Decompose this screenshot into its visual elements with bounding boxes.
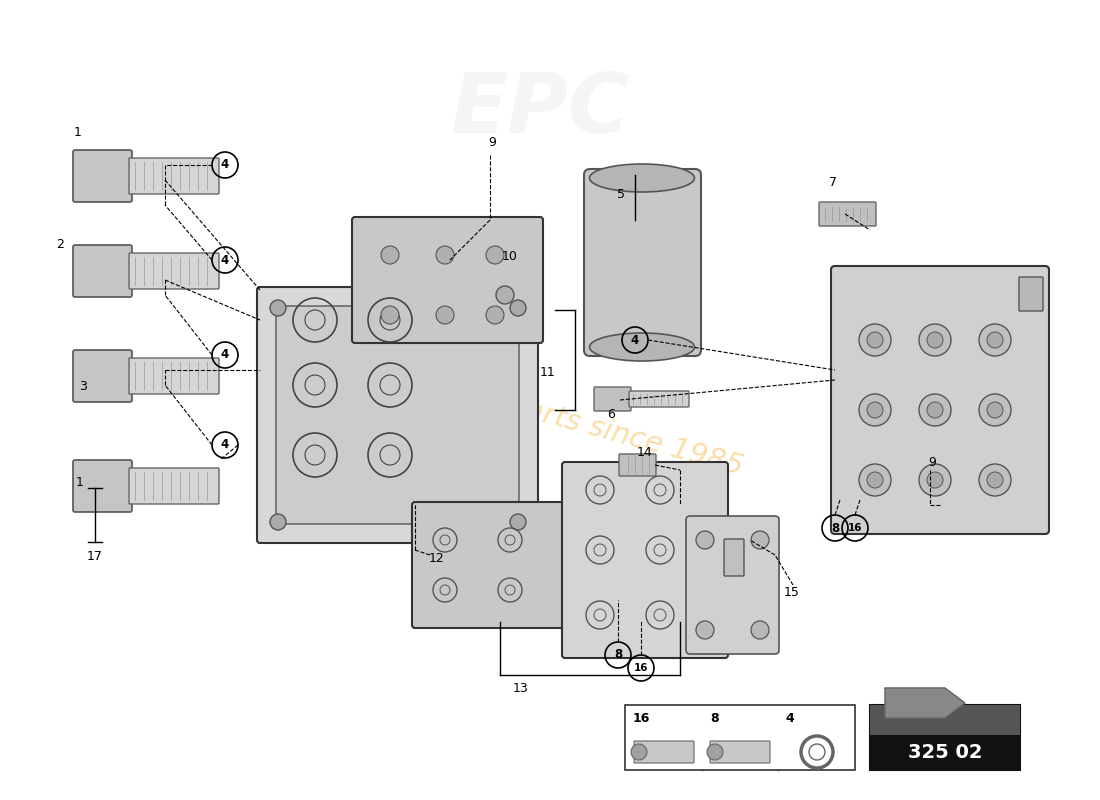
FancyBboxPatch shape — [73, 350, 132, 402]
Circle shape — [808, 744, 825, 760]
Text: 4: 4 — [785, 712, 794, 725]
Circle shape — [436, 246, 454, 264]
Polygon shape — [886, 688, 965, 718]
FancyBboxPatch shape — [129, 158, 219, 194]
Circle shape — [979, 394, 1011, 426]
Circle shape — [927, 472, 943, 488]
Circle shape — [696, 531, 714, 549]
Text: 8: 8 — [710, 712, 718, 725]
Bar — [870, 705, 1020, 735]
Text: 9: 9 — [928, 457, 936, 470]
FancyBboxPatch shape — [619, 454, 656, 476]
Text: 4: 4 — [631, 334, 639, 346]
Circle shape — [859, 394, 891, 426]
Circle shape — [867, 402, 883, 418]
FancyBboxPatch shape — [129, 253, 219, 289]
Bar — [870, 705, 1020, 770]
Bar — [625, 705, 855, 770]
Circle shape — [486, 306, 504, 324]
Circle shape — [979, 464, 1011, 496]
FancyBboxPatch shape — [129, 468, 219, 504]
Circle shape — [859, 464, 891, 496]
FancyBboxPatch shape — [73, 245, 132, 297]
Circle shape — [987, 332, 1003, 348]
Circle shape — [496, 286, 514, 304]
FancyBboxPatch shape — [594, 387, 631, 411]
Ellipse shape — [590, 333, 694, 361]
Text: 15: 15 — [784, 586, 800, 599]
Circle shape — [436, 306, 454, 324]
FancyBboxPatch shape — [73, 460, 132, 512]
Text: 4: 4 — [221, 438, 229, 451]
Text: 4: 4 — [221, 349, 229, 362]
Circle shape — [707, 744, 723, 760]
Text: 4: 4 — [221, 158, 229, 171]
Text: 3: 3 — [79, 381, 87, 394]
Text: 10: 10 — [502, 250, 518, 263]
FancyBboxPatch shape — [584, 169, 701, 356]
Text: 17: 17 — [87, 550, 103, 563]
Circle shape — [510, 514, 526, 530]
FancyBboxPatch shape — [830, 266, 1049, 534]
FancyBboxPatch shape — [629, 391, 689, 407]
Circle shape — [867, 472, 883, 488]
Text: 1: 1 — [76, 477, 84, 490]
Text: 13: 13 — [513, 682, 529, 694]
FancyBboxPatch shape — [412, 502, 573, 628]
Circle shape — [270, 514, 286, 530]
Circle shape — [486, 246, 504, 264]
Text: 14: 14 — [637, 446, 653, 458]
Text: a passion for parts since 1985: a passion for parts since 1985 — [314, 339, 746, 481]
Text: 16: 16 — [848, 523, 862, 533]
Text: 7: 7 — [829, 175, 837, 189]
FancyBboxPatch shape — [634, 741, 694, 763]
Circle shape — [381, 246, 399, 264]
Text: 1: 1 — [74, 126, 81, 138]
FancyBboxPatch shape — [352, 217, 543, 343]
Text: EPC: EPC — [450, 70, 629, 150]
FancyBboxPatch shape — [129, 358, 219, 394]
Circle shape — [859, 324, 891, 356]
Text: 2: 2 — [56, 238, 64, 251]
Circle shape — [987, 402, 1003, 418]
FancyBboxPatch shape — [1019, 277, 1043, 311]
FancyBboxPatch shape — [724, 539, 744, 576]
Circle shape — [918, 394, 952, 426]
Circle shape — [751, 531, 769, 549]
Text: 16: 16 — [634, 663, 648, 673]
Circle shape — [979, 324, 1011, 356]
FancyBboxPatch shape — [73, 150, 132, 202]
FancyBboxPatch shape — [276, 306, 519, 524]
Circle shape — [696, 621, 714, 639]
Circle shape — [987, 472, 1003, 488]
Circle shape — [918, 324, 952, 356]
Circle shape — [381, 306, 399, 324]
Circle shape — [927, 332, 943, 348]
Text: 9: 9 — [488, 135, 496, 149]
Circle shape — [867, 332, 883, 348]
Text: 11: 11 — [540, 366, 556, 378]
Text: 5: 5 — [617, 189, 625, 202]
Text: 16: 16 — [632, 712, 650, 725]
Text: 8: 8 — [830, 522, 839, 534]
Circle shape — [927, 402, 943, 418]
FancyBboxPatch shape — [562, 462, 728, 658]
Text: 4: 4 — [221, 254, 229, 266]
Text: 8: 8 — [614, 649, 623, 662]
FancyBboxPatch shape — [686, 516, 779, 654]
Circle shape — [918, 464, 952, 496]
Circle shape — [510, 300, 526, 316]
FancyBboxPatch shape — [820, 202, 876, 226]
Circle shape — [751, 621, 769, 639]
FancyBboxPatch shape — [710, 741, 770, 763]
Text: 12: 12 — [429, 551, 444, 565]
Text: 6: 6 — [607, 407, 615, 421]
Ellipse shape — [590, 164, 694, 192]
Text: 325 02: 325 02 — [908, 742, 982, 762]
Circle shape — [270, 300, 286, 316]
Circle shape — [631, 744, 647, 760]
FancyBboxPatch shape — [257, 287, 538, 543]
